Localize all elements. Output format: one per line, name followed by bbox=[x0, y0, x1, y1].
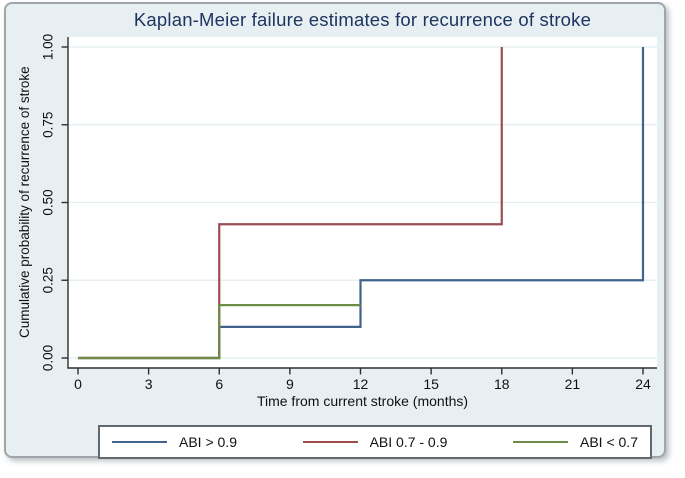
x-axis-title: Time from current stroke (months) bbox=[256, 393, 469, 409]
y-tick-label: 0.50 bbox=[41, 189, 56, 215]
y-tick-label: 0.00 bbox=[41, 345, 56, 371]
x-tick-label: 6 bbox=[215, 376, 223, 392]
x-tick-label: 9 bbox=[286, 376, 294, 392]
legend: ABI > 0.9 ABI 0.7 - 0.9 ABI < 0.7 bbox=[98, 425, 652, 459]
legend-label: ABI < 0.7 bbox=[580, 434, 638, 450]
legend-label: ABI > 0.9 bbox=[179, 434, 237, 450]
x-tick-label: 12 bbox=[353, 376, 369, 392]
chart-title: Kaplan-Meier failure estimates for recur… bbox=[133, 9, 592, 30]
legend-item-abi-lt-07: ABI < 0.7 bbox=[513, 434, 638, 450]
abi-07-09-line-sample bbox=[302, 440, 358, 444]
series-line-abi-0.7 bbox=[78, 304, 361, 360]
y-axis-title: Cumulative probability of recurrence of … bbox=[17, 66, 32, 339]
y-tick-label: 1.00 bbox=[41, 34, 56, 60]
x-tick-label: 15 bbox=[423, 376, 439, 392]
y-tick-label: 0.25 bbox=[41, 267, 56, 293]
legend-item-abi-gt-09: ABI > 0.9 bbox=[112, 434, 237, 450]
y-tick-label: 0.75 bbox=[41, 112, 56, 138]
axis-lines bbox=[67, 37, 657, 369]
x-tick-label: 0 bbox=[74, 376, 82, 392]
abi-lt-07-line-sample bbox=[513, 440, 568, 444]
x-tick-label: 24 bbox=[635, 376, 651, 392]
x-tick-label: 21 bbox=[565, 376, 581, 392]
legend-label: ABI 0.7 - 0.9 bbox=[369, 434, 448, 450]
legend-item-abi-07-09: ABI 0.7 - 0.9 bbox=[302, 434, 448, 450]
x-tick-label: 3 bbox=[145, 376, 153, 392]
x-tick-label: 18 bbox=[494, 376, 510, 392]
abi-gt-09-line-sample bbox=[112, 440, 167, 444]
